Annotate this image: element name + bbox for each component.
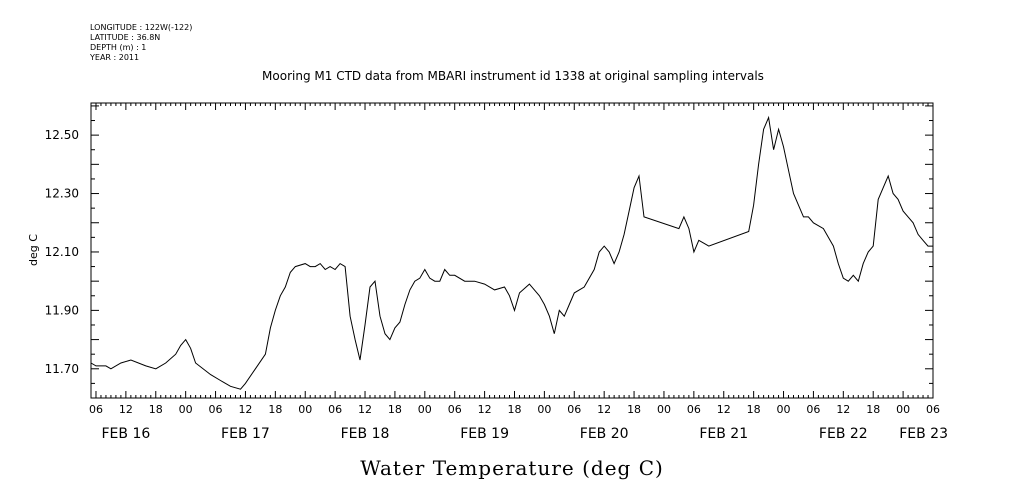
x-hour-label: 06: [687, 403, 701, 416]
x-hour-label: 00: [537, 403, 551, 416]
x-hour-label: 18: [747, 403, 761, 416]
x-hour-label: 00: [179, 403, 193, 416]
axis-labels: 11.70 11.90 12.10 12.30 12.50 06 12 18 00 06 12 18 0…: [45, 128, 948, 442]
x-hour-label: 06: [209, 403, 223, 416]
y-tick-label: 12.50: [45, 128, 79, 142]
depth-label: DEPTH (m) : 1: [90, 43, 146, 52]
x-day-label: FEB 20: [580, 426, 629, 442]
x-hour-label: 18: [149, 403, 163, 416]
y-axis-label: deg C: [27, 234, 40, 266]
x-hour-label: 12: [836, 403, 850, 416]
x-hour-label: 00: [777, 403, 791, 416]
x-day-label: FEB 19: [460, 426, 509, 442]
x-axis-label: Water Temperature (deg C): [360, 456, 664, 480]
y-tick-label: 12.30: [45, 187, 79, 201]
y-tick-label: 12.10: [45, 245, 79, 259]
x-hour-label: 18: [627, 403, 641, 416]
chart-title: Mooring M1 CTD data from MBARI instrumen…: [262, 69, 764, 83]
x-hour-label: 06: [89, 403, 103, 416]
year-label: YEAR : 2011: [89, 53, 139, 62]
x-hour-label: 00: [657, 403, 671, 416]
x-hour-label: 00: [418, 403, 432, 416]
latitude-label: LATITUDE : 36.8N: [90, 33, 160, 42]
x-day-label: FEB 18: [341, 426, 390, 442]
x-day-label: FEB 22: [819, 426, 868, 442]
x-hour-label: 18: [507, 403, 521, 416]
x-hour-label: 12: [478, 403, 492, 416]
x-hour-label: 06: [567, 403, 581, 416]
x-hour-label: 00: [298, 403, 312, 416]
x-hour-label: 18: [866, 403, 880, 416]
temperature-line: [90, 115, 933, 390]
x-hour-label: 18: [388, 403, 402, 416]
x-hour-label: 18: [268, 403, 282, 416]
plot-frame: [90, 102, 934, 399]
x-hour-label: 00: [896, 403, 910, 416]
x-hour-label: 12: [238, 403, 252, 416]
x-hour-label: 06: [328, 403, 342, 416]
x-hour-label: 12: [119, 403, 133, 416]
x-hour-label: 06: [806, 403, 820, 416]
axis-ticks: [90, 103, 934, 398]
longitude-label: LONGITUDE : 122W(-122): [90, 23, 192, 32]
y-tick-label: 11.90: [45, 303, 79, 317]
x-hour-label: 06: [448, 403, 462, 416]
y-tick-label: 11.70: [45, 362, 79, 376]
x-hour-label: 12: [597, 403, 611, 416]
x-day-label: FEB 16: [101, 426, 150, 442]
x-day-label: FEB 21: [699, 426, 748, 442]
x-hour-label: 12: [717, 403, 731, 416]
x-hour-label: 12: [358, 403, 372, 416]
x-hour-label: 06: [926, 403, 940, 416]
x-day-label: FEB 23: [899, 426, 948, 442]
x-day-label: FEB 17: [221, 426, 270, 442]
